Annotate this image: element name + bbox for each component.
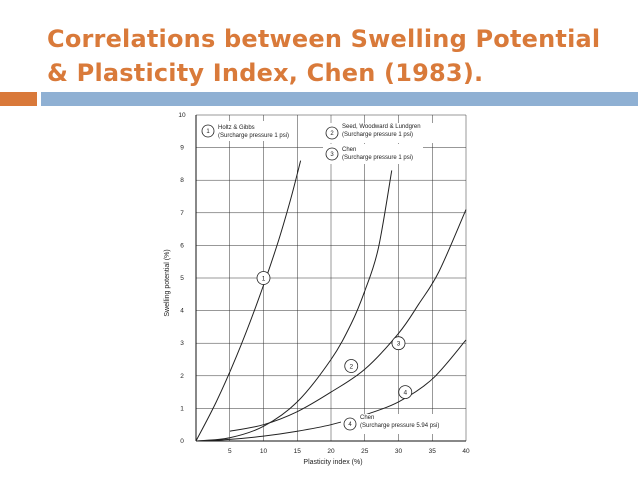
legend-chen-1psi-bg xyxy=(323,144,423,164)
y-tick-label: 4 xyxy=(180,308,184,315)
x-axis-label: Plasticity index (%) xyxy=(303,459,362,466)
curve-marker-label-1: 1 xyxy=(262,275,266,282)
legend-chen-5-94psi-bg xyxy=(341,414,451,434)
legend-chen-5-94psi-line2: (Surcharge pressure 5.94 psi) xyxy=(360,423,439,429)
curve-marker-2 xyxy=(344,359,359,373)
y-axis-label: Swelling potential (%) xyxy=(164,249,171,316)
legend-chen-1psi-marker xyxy=(325,147,339,161)
y-tick-label: 2 xyxy=(180,373,184,380)
series-line-3 xyxy=(229,209,467,432)
legend-chen-1psi-line2: (Surcharge pressure 1 psi) xyxy=(342,155,413,161)
title-divider-band xyxy=(41,92,638,106)
legend-holtz-gibbs-marker xyxy=(201,124,215,138)
legend-seed-woodward-lundgren-bg xyxy=(323,123,435,143)
legend: 1 Holtz & Gibbs (Surcharge pressure 1 psi)… xyxy=(199,121,451,434)
grid xyxy=(196,114,467,441)
curve-marker-label-3: 3 xyxy=(397,341,401,348)
curve-marker-label-2: 2 xyxy=(349,363,353,370)
legend-chen-1psi-line1: Chen xyxy=(342,147,356,153)
x-tick-label: 10 xyxy=(260,448,268,455)
legend-seed-woodward-lundgren-line2: (Surcharge pressure 1 psi) xyxy=(342,132,413,138)
slide-title: Correlations between Swelling Potential … xyxy=(47,25,601,87)
legend-holtz-gibbs-line1: Holtz & Gibbs xyxy=(218,125,255,131)
legend-seed-woodward-lundgren-line1: Seed, Woodward & Lundgren xyxy=(342,124,421,130)
y-tick-label: 8 xyxy=(180,177,184,184)
legend-chen-5-94psi-marker xyxy=(343,417,357,431)
curve-marker-4 xyxy=(398,385,413,400)
legend-seed-woodward-lundgren-marker xyxy=(325,126,339,140)
x-tick-label: 35 xyxy=(429,448,437,455)
x-tick-label: 25 xyxy=(361,448,369,455)
y-tick-label: 0 xyxy=(180,438,184,445)
legend-holtz-gibbs-bg xyxy=(199,121,289,141)
series-line-4 xyxy=(195,339,467,442)
y-tick-label: 9 xyxy=(180,145,184,152)
legend-chen-5-94psi-line1: Chen xyxy=(360,415,374,421)
series-line-1 xyxy=(195,160,302,442)
axes: 5 10 15 20 25 30 35 40 0 1 2 3 4 5 6 7 8 9 10 xyxy=(178,112,470,455)
legend-holtz-gibbs-number: 1 xyxy=(206,129,210,135)
x-tick-label: 15 xyxy=(294,448,302,455)
chart-svg: 5 10 15 20 25 30 35 40 0 1 2 3 4 5 6 7 8 9 10 1 2 3 4 1 Holtz … xyxy=(164,112,470,466)
legend-holtz-gibbs-line2: (Surcharge pressure 1 psi) xyxy=(218,133,289,139)
curve-marker-1 xyxy=(256,271,271,285)
curve-marker-label-4: 4 xyxy=(403,389,407,396)
x-tick-label: 20 xyxy=(327,448,335,455)
y-tick-label: 7 xyxy=(180,210,184,217)
x-tick-label: 40 xyxy=(462,448,470,455)
legend-chen-1psi-number: 3 xyxy=(330,152,334,158)
y-tick-label: 1 xyxy=(180,405,184,412)
swelling-plasticity-chart: 5 10 15 20 25 30 35 40 0 1 2 3 4 5 6 7 8 9 10 1 2 3 4 1 Holtz … xyxy=(155,108,475,470)
series-lines xyxy=(195,160,467,442)
legend-seed-woodward-lundgren-number: 2 xyxy=(330,131,334,137)
legend-chen-5-94psi-number: 4 xyxy=(348,422,352,428)
x-tick-label: 30 xyxy=(395,448,403,455)
y-tick-label: 3 xyxy=(180,340,184,347)
y-tick-label: 6 xyxy=(180,242,184,249)
curve-marker-3 xyxy=(391,336,406,351)
curve-labels: 1 2 3 4 xyxy=(256,271,413,400)
title-accent-bar xyxy=(0,92,37,106)
x-tick-label: 5 xyxy=(228,448,232,455)
series-line-2 xyxy=(195,170,393,442)
y-tick-label: 10 xyxy=(178,112,186,119)
y-tick-label: 5 xyxy=(180,275,184,282)
